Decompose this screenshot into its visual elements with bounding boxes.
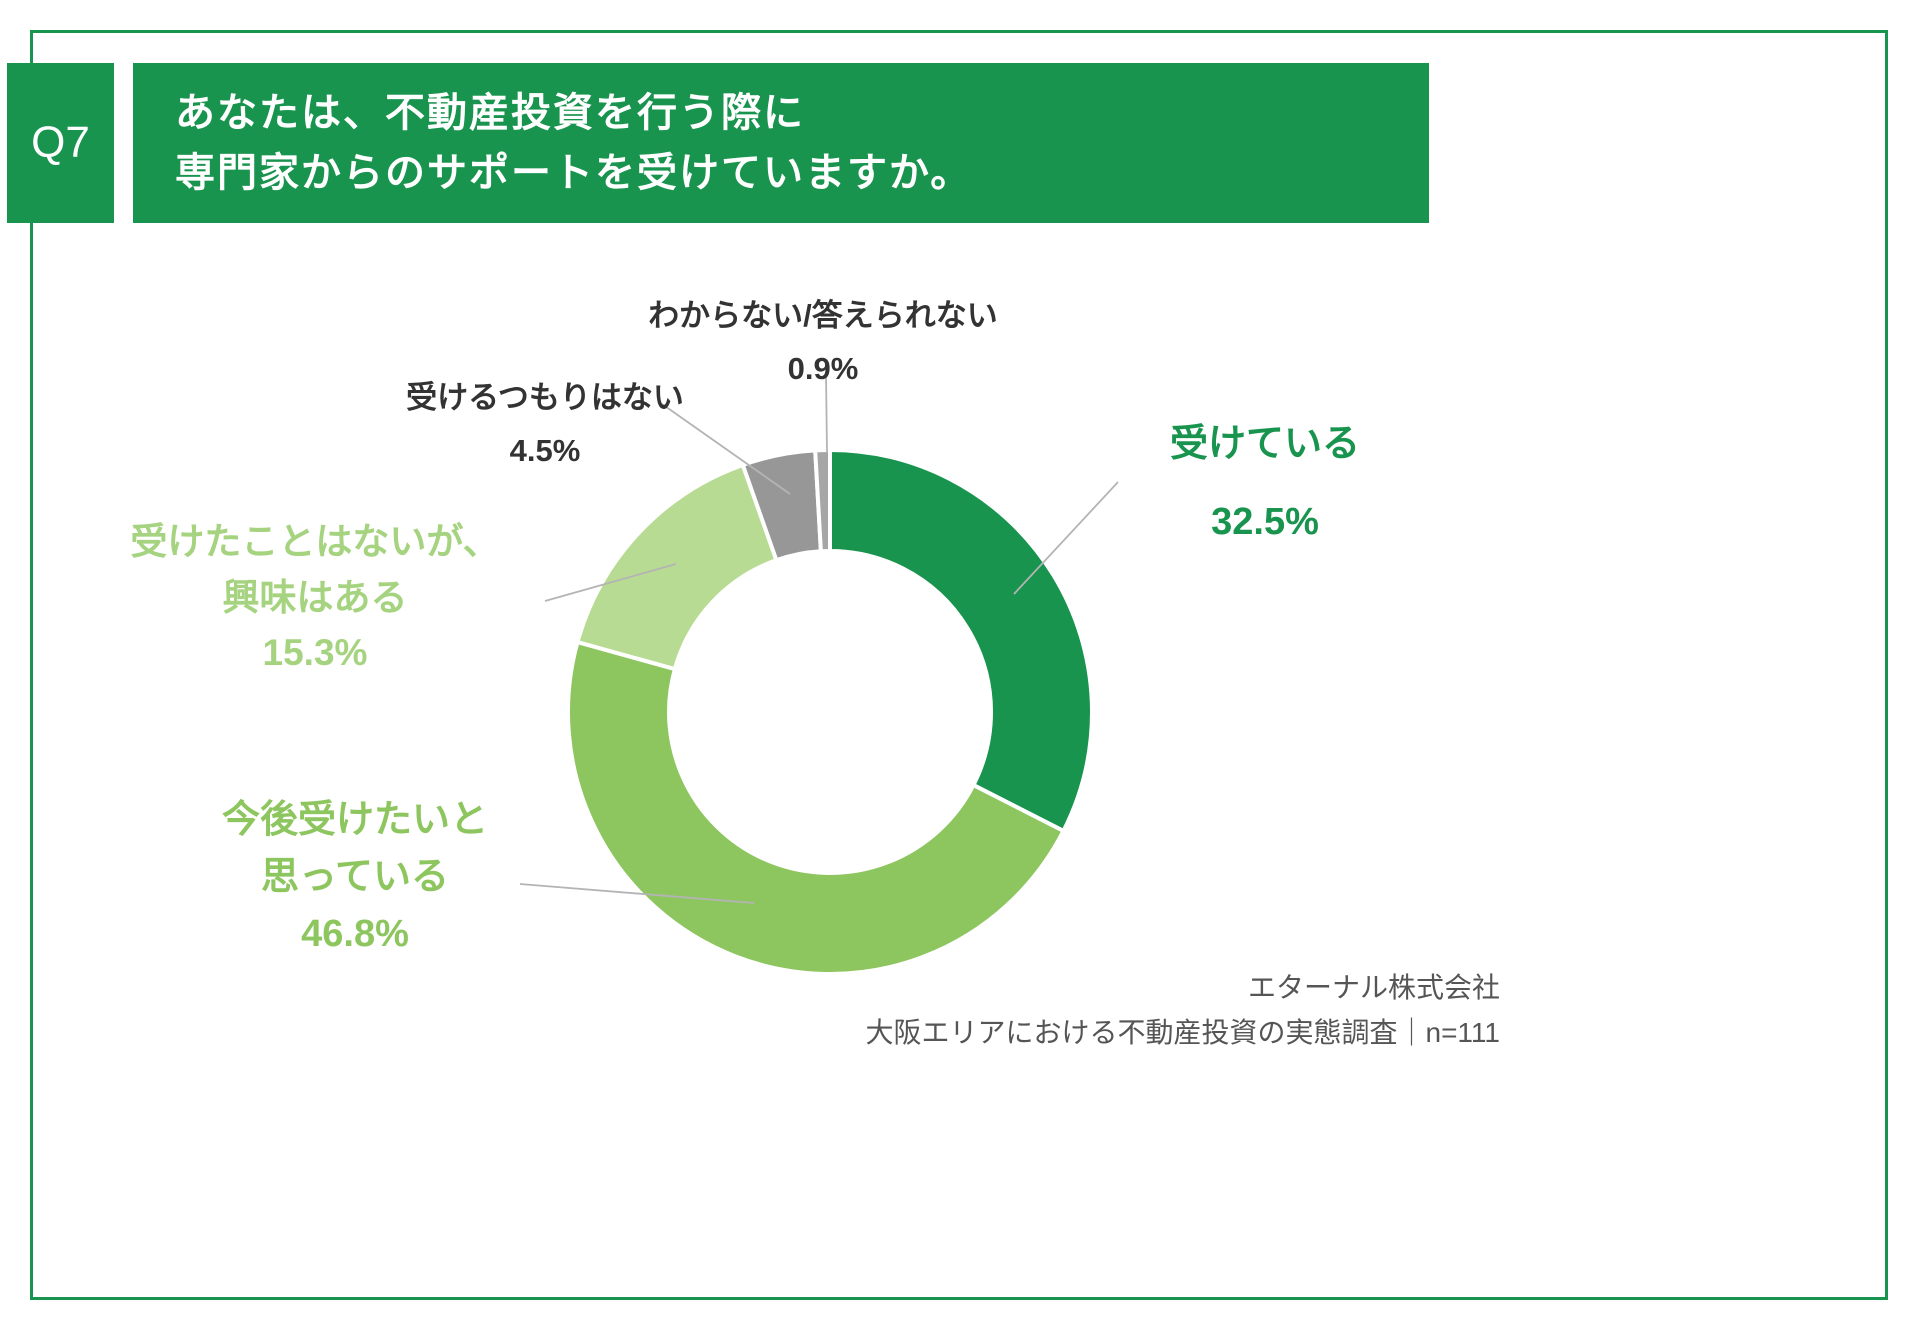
callout-kongo: 今後受けたいと 思っている 46.8% (165, 792, 545, 963)
footer-credit: エターナル株式会社 大阪エリアにおける不動産投資の実態調査｜n=111 (866, 966, 1501, 1056)
callout-ukeru-tsumori-label: 受けるつもりはない (406, 380, 684, 415)
question-number-label: Q7 (31, 118, 90, 167)
callout-ukeiteiru-pct: 32.5% (1211, 501, 1319, 543)
callout-uketakoto-pct: 15.3% (262, 632, 368, 673)
donut-segment (828, 448, 1094, 833)
footer-company: エターナル株式会社 (1247, 972, 1500, 1003)
leader-lines-group (519, 373, 1119, 904)
question-title-line1: あなたは、不動産投資を行う際に (175, 91, 805, 135)
page-border-frame (30, 30, 1888, 1300)
question-title-line2: 専門家からのサポートを受けていますか。 (175, 151, 973, 195)
callout-uketakoto-line1: 受けたことはないが、 (130, 521, 500, 562)
callout-uketakoto-line2: 興味はある (222, 576, 408, 618)
callout-wakaranai: わからない/答えられない 0.9% (613, 290, 1033, 387)
callout-wakaranai-label: わからない/答えられない (648, 298, 998, 333)
leader-line-uketakoto (544, 563, 677, 602)
leader-line-wakaranai (825, 373, 828, 453)
donut-segment (566, 640, 1066, 976)
leader-line-ukeru-tsumori (661, 403, 791, 495)
footer-survey: 大阪エリアにおける不動産投資の実態調査｜n=111 (865, 1016, 1501, 1048)
callout-ukeru-tsumori: 受けるつもりはない 4.5% (395, 372, 695, 469)
donut-segment (575, 462, 779, 672)
donut-segments-group (566, 448, 1094, 976)
callout-kongo-pct: 46.8% (301, 913, 409, 955)
callout-kongo-line2: 思っている (260, 856, 450, 898)
leader-line-ukeiteiru (1013, 481, 1119, 595)
callout-ukeiteiru: 受けている 32.5% (1140, 412, 1390, 544)
question-title-banner: あなたは、不動産投資を行う際に 専門家からのサポートを受けていますか。 (133, 63, 1429, 223)
question-number-badge: Q7 (7, 63, 114, 223)
callout-ukeru-tsumori-pct: 4.5% (509, 433, 581, 468)
leader-line-kongo (519, 883, 755, 904)
donut-segment (813, 448, 832, 554)
callout-uketakoto: 受けたことはないが、 興味はある 15.3% (110, 514, 520, 681)
callout-wakaranai-pct: 0.9% (787, 351, 859, 386)
callout-kongo-line1: 今後受けたいと (221, 799, 488, 841)
callout-ukeiteiru-label: 受けている (1169, 423, 1360, 465)
